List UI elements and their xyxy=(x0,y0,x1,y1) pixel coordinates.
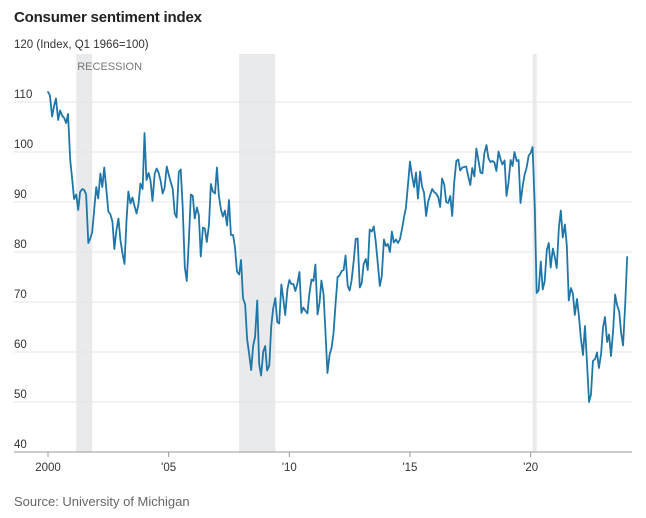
recession-band-2 xyxy=(532,54,537,452)
y-tick-label: 40 xyxy=(14,439,27,451)
source-note: Source: University of Michigan xyxy=(14,494,190,509)
x-tick-label: '15 xyxy=(402,462,417,474)
x-tick-label: '05 xyxy=(161,462,176,474)
series-line-layer xyxy=(47,91,629,403)
x-tick-label: '20 xyxy=(523,462,538,474)
y-tick-label: 70 xyxy=(14,289,27,301)
y-tick-label: 120 (Index, Q1 1966=100) xyxy=(14,39,149,51)
series-line-0 xyxy=(47,91,629,403)
x-tick-label: 2000 xyxy=(35,462,61,474)
gridlines xyxy=(14,101,632,453)
recession-band-1 xyxy=(239,54,276,452)
x-tick-label: '10 xyxy=(282,462,297,474)
y-tick-label: 100 xyxy=(14,139,33,151)
recession-bands: RECESSION xyxy=(76,54,537,452)
recession-band-0 xyxy=(76,54,93,452)
x-axis-ticks: 2000 '05 '10 '15 '20 xyxy=(35,452,538,474)
y-tick-label: 50 xyxy=(14,389,27,401)
y-axis-ticks: 40 50 60 70 80 90 100 110 120 (Index, Q1 1966=10… xyxy=(14,39,149,451)
y-tick-label: 90 xyxy=(14,189,27,201)
chart-title: Consumer sentiment index xyxy=(14,9,202,26)
y-tick-label: 110 xyxy=(14,89,32,101)
y-tick-label: 80 xyxy=(14,239,27,251)
recession-label: RECESSION xyxy=(77,61,142,73)
y-tick-label: 60 xyxy=(14,339,27,351)
